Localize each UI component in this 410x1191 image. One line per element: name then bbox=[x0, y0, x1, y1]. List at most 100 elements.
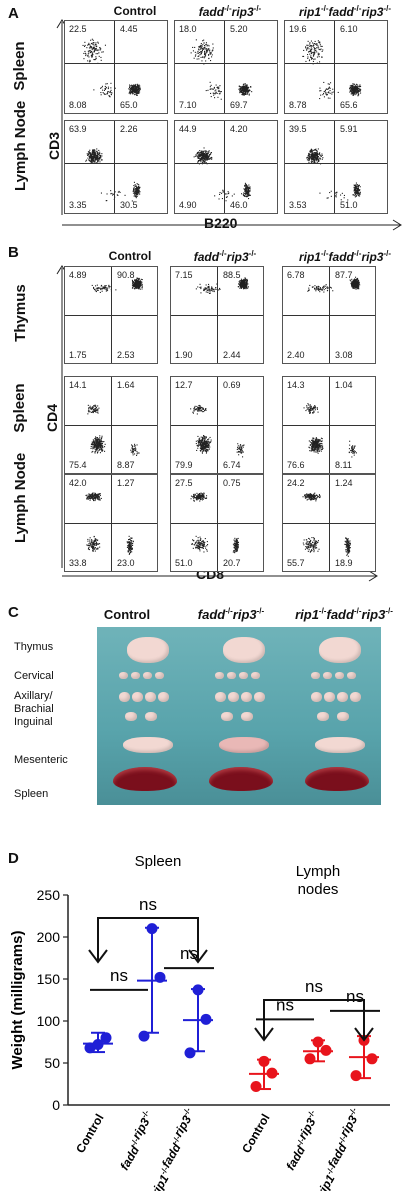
panel-a-flow-plot: 22.5 4.45 8.08 65.0 bbox=[64, 20, 168, 114]
quadrant-value: 12.7 bbox=[175, 380, 193, 390]
panel-b-flow-plot: 14.1 1.64 75.4 8.87 bbox=[64, 376, 158, 474]
gate-vertical bbox=[113, 121, 115, 213]
y-tick-label: 250 bbox=[37, 887, 61, 903]
organ-label-thymus: Thymus bbox=[14, 641, 54, 653]
thymus-organ bbox=[223, 637, 265, 663]
axillary-node bbox=[324, 692, 335, 702]
x-tick-label: fadd-/-rip3-/- bbox=[112, 1108, 161, 1172]
panel-d-letter: D bbox=[8, 850, 19, 867]
gate-vertical bbox=[217, 267, 218, 363]
quadrant-value: 3.35 bbox=[69, 200, 87, 210]
axillary-node bbox=[119, 692, 130, 702]
quadrant-value: 44.9 bbox=[179, 124, 197, 134]
quadrant-value: 90.8 bbox=[117, 270, 135, 280]
data-point bbox=[192, 984, 204, 996]
inguinal-node bbox=[221, 712, 233, 721]
quadrant-value: 46.0 bbox=[229, 200, 248, 210]
quadrant-value: 7.15 bbox=[175, 270, 193, 280]
panel-a-flow-plot: 39.5 5.91 3.53 51.0 bbox=[284, 120, 388, 214]
data-point bbox=[366, 1053, 378, 1065]
ns-label: ns bbox=[139, 895, 157, 914]
quadrant-value: 79.9 bbox=[175, 460, 193, 470]
data-point bbox=[304, 1053, 316, 1065]
axillary-node bbox=[311, 692, 322, 702]
ns-label: ns bbox=[180, 944, 198, 963]
quadrant-value: 8.78 bbox=[289, 100, 307, 110]
quadrant-value: 30.5 bbox=[119, 200, 138, 210]
comparison-bracket bbox=[97, 917, 199, 962]
data-point bbox=[100, 1032, 112, 1044]
quadrant-value: 4.90 bbox=[179, 200, 197, 210]
weight-scatter-chart: 0 50 100 150 200 250 Weight (milligrams) Contro… bbox=[9, 853, 390, 1191]
panel-b-flow-plot-dots bbox=[190, 492, 239, 554]
data-point bbox=[92, 1039, 104, 1051]
quadrant-value: 8.08 bbox=[69, 100, 87, 110]
panel-c-col-control: Control bbox=[103, 607, 151, 622]
axillary-node bbox=[132, 692, 143, 702]
ns-label: ns bbox=[346, 987, 364, 1006]
ns-label: ns bbox=[276, 995, 294, 1014]
quadrant-value: 4.20 bbox=[229, 124, 248, 134]
group-label: Lymph bbox=[296, 863, 340, 880]
x-tick-label: rip1-/-fadd-/-rip3-/- bbox=[305, 1106, 373, 1191]
panel-a-flow-plot: 63.9 2.26 3.35 30.5 bbox=[64, 120, 168, 214]
inguinal-node bbox=[337, 712, 349, 721]
cervical-node bbox=[215, 672, 224, 679]
quadrant-value: 8.87 bbox=[117, 460, 135, 470]
panel-a-flow-plot-dots bbox=[85, 148, 141, 202]
axillary-node bbox=[350, 692, 361, 702]
cervical-node bbox=[335, 672, 344, 679]
quadrant-value: 63.9 bbox=[69, 124, 87, 134]
panel-a-flow-plot-dots bbox=[193, 147, 251, 202]
mesenteric-node bbox=[219, 737, 269, 753]
panel-b-flow-plot-dots bbox=[91, 277, 143, 293]
quadrant-value: 51.0 bbox=[339, 200, 358, 210]
gate-vertical bbox=[217, 475, 218, 571]
quadrant-value: 6.78 bbox=[287, 270, 305, 280]
gate-horizontal bbox=[285, 63, 387, 65]
quadrant-value: 3.08 bbox=[335, 350, 353, 360]
bracket-arrow bbox=[254, 1027, 274, 1042]
panel-a-flow-plot-dots bbox=[82, 38, 141, 98]
quadrant-value: 1.27 bbox=[117, 478, 135, 488]
quadrant-value: 2.26 bbox=[119, 124, 138, 134]
panel-a-flow-plot-dots bbox=[190, 39, 253, 100]
quadrant-value: 14.3 bbox=[287, 380, 305, 390]
gate-vertical bbox=[329, 267, 330, 363]
cervical-node bbox=[347, 672, 356, 679]
cervical-node bbox=[227, 672, 236, 679]
panel-a-x-axis-label: B220 bbox=[204, 215, 238, 231]
cervical-node bbox=[155, 672, 164, 679]
quadrant-value: 69.7 bbox=[229, 100, 248, 110]
quadrant-value: 65.6 bbox=[339, 100, 358, 110]
quadrant-value: 0.69 bbox=[223, 380, 241, 390]
cervical-node bbox=[119, 672, 128, 679]
panel-b-flow-plot: 12.7 0.69 79.9 6.74 bbox=[170, 376, 264, 474]
x-tick-label: fadd-/-rip3-/- bbox=[278, 1108, 327, 1172]
gate-horizontal bbox=[285, 163, 387, 165]
cervical-node bbox=[143, 672, 152, 679]
data-point bbox=[154, 971, 166, 983]
quadrant-value: 76.6 bbox=[287, 460, 305, 470]
y-tick-label: 50 bbox=[44, 1055, 60, 1071]
panel-a-flow-plot: 18.0 5.20 7.10 69.7 bbox=[174, 20, 278, 114]
quadrant-value: 20.7 bbox=[223, 558, 241, 568]
x-tick-label: Control bbox=[73, 1112, 106, 1156]
quadrant-value: 0.75 bbox=[223, 478, 241, 488]
quadrant-value: 23.0 bbox=[117, 558, 135, 568]
panel-b-flow-plot-dots bbox=[195, 277, 249, 294]
panel-a-flow-plot-dots bbox=[302, 40, 362, 100]
gate-vertical bbox=[329, 377, 330, 473]
data-point bbox=[200, 1013, 212, 1025]
ns-label: ns bbox=[305, 977, 323, 996]
quadrant-value: 3.53 bbox=[289, 200, 307, 210]
axillary-node bbox=[337, 692, 348, 702]
quadrant-value: 6.74 bbox=[223, 460, 241, 470]
cervical-node bbox=[131, 672, 140, 679]
panel-b-flow-plot: 24.2 1.24 55.7 18.9 bbox=[282, 474, 376, 572]
axillary-node bbox=[241, 692, 252, 702]
spleen-organ bbox=[209, 767, 273, 791]
organ-photo bbox=[97, 627, 381, 805]
organ-label-axillary: Axillary/ bbox=[14, 690, 53, 702]
data-point bbox=[320, 1044, 332, 1056]
